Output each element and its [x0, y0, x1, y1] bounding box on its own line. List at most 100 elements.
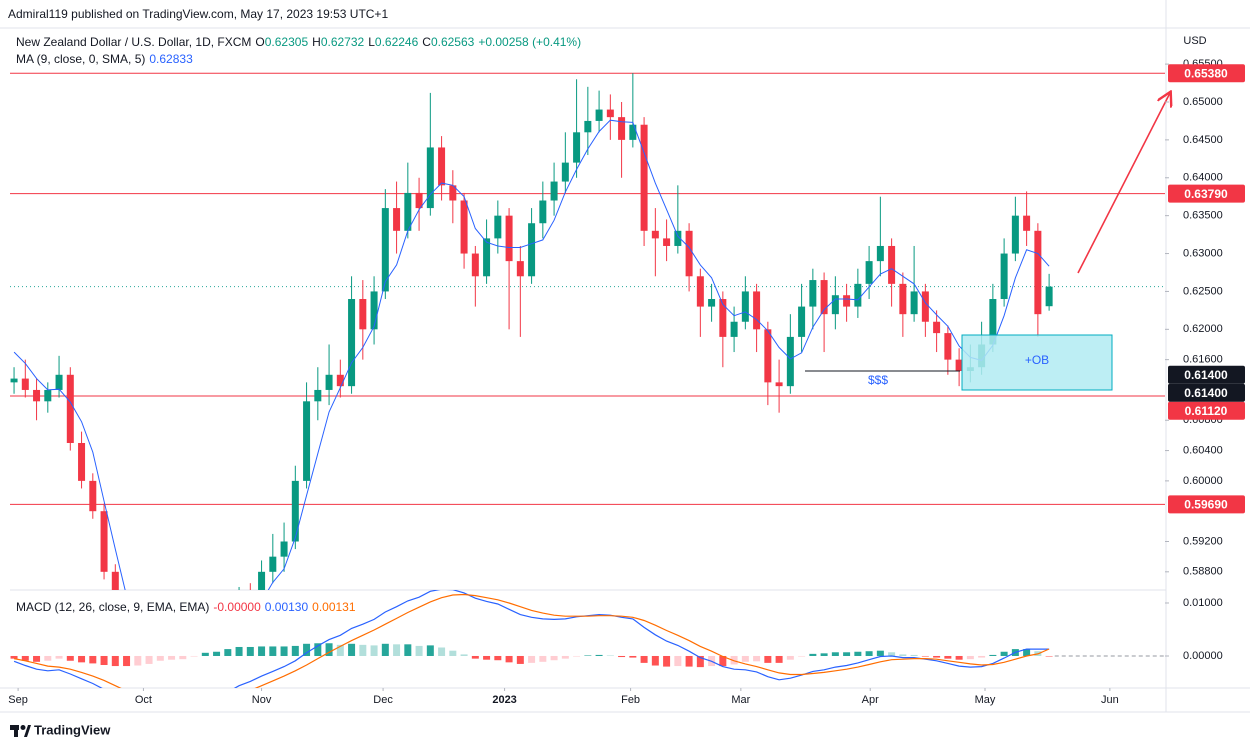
histogram-bar: [393, 644, 401, 656]
histogram-bar: [33, 655, 41, 662]
x-tick-label: Nov: [252, 694, 272, 706]
histogram-bar: [381, 643, 389, 656]
candle-body: [809, 280, 817, 307]
candle-body: [168, 693, 175, 746]
brand: TradingView: [34, 722, 111, 737]
candle-body: [753, 291, 761, 330]
histogram-bar: [933, 655, 941, 658]
order-block-label: +OB: [1025, 353, 1049, 367]
histogram-bar: [618, 655, 626, 658]
histogram-bar: [179, 655, 187, 660]
y-tick-label: 0.60000: [1183, 475, 1223, 487]
histogram-bar: [100, 655, 108, 665]
histogram-bar: [134, 655, 142, 666]
candle-body: [78, 442, 86, 481]
histogram-bar: [280, 646, 288, 656]
candle-body: [111, 571, 119, 590]
candle-body: [775, 382, 783, 387]
histogram-bar: [640, 655, 648, 663]
y-tick-label: 0.00000: [1183, 650, 1223, 662]
histogram-bar: [978, 655, 986, 658]
candle-body: [640, 124, 648, 231]
candle-body: [44, 389, 52, 402]
y-tick-label: 0.63500: [1183, 210, 1223, 222]
y-tick-label: 0.59200: [1183, 535, 1223, 547]
histogram-bar: [303, 643, 311, 656]
candle-body: [899, 283, 907, 315]
candle-body: [955, 359, 963, 372]
ohlc-value: 0.62732: [320, 35, 365, 49]
candle-body: [618, 117, 626, 140]
macd-series-line: [13, 593, 1050, 688]
candle-body: [663, 238, 671, 246]
histogram-bar: [21, 655, 29, 661]
price-badge: [1168, 401, 1245, 420]
candle-body: [291, 480, 299, 542]
histogram-bar: [370, 645, 378, 656]
candle-body: [584, 120, 592, 133]
histogram-bar: [629, 655, 637, 658]
symbol: New Zealand Dollar / U.S. Dollar, 1D, FX…: [16, 35, 252, 49]
candle-body: [224, 632, 231, 693]
candle-body: [460, 200, 468, 254]
candle-body: [33, 389, 41, 402]
ohlc-item: L0.62246: [368, 35, 418, 49]
x-tick-label: Apr: [862, 694, 879, 706]
histogram-bar: [348, 643, 356, 656]
price-badge: [1168, 184, 1245, 203]
histogram-bar: [123, 655, 131, 667]
y-tick-label: 0.64000: [1183, 172, 1223, 184]
candle-body: [651, 230, 659, 239]
histogram-bar: [899, 654, 907, 656]
histogram-bar: [764, 655, 772, 663]
y-tick-label: 0.63000: [1183, 247, 1223, 259]
histogram-bar: [944, 655, 952, 659]
candle-body: [786, 336, 794, 387]
histogram-bar: [404, 644, 412, 656]
histogram-bar: [111, 655, 119, 667]
histogram-bar: [651, 655, 659, 666]
histogram-bar: [831, 652, 839, 656]
histogram-bar: [269, 646, 277, 656]
histogram-bar: [246, 646, 254, 656]
candle-body: [696, 276, 704, 307]
candle-body: [404, 192, 412, 231]
candle-body: [516, 261, 524, 277]
x-tick-label: Feb: [621, 694, 640, 706]
liquidity-label: $$$: [868, 373, 888, 387]
histogram-bar: [190, 655, 198, 657]
histogram-bar: [910, 654, 918, 656]
y-tick-label: 0.62000: [1183, 323, 1223, 335]
histogram-bar: [235, 646, 243, 656]
price-panel: [10, 72, 1165, 746]
histogram-bar: [696, 655, 704, 668]
ohlc-key: C: [422, 35, 431, 49]
candle-body: [1034, 230, 1042, 315]
histogram-bar: [561, 655, 569, 659]
candle-body: [764, 329, 772, 383]
candle-body: [561, 162, 569, 182]
x-tick-label: May: [975, 694, 996, 706]
candle-body: [854, 283, 862, 307]
candle-body: [989, 299, 997, 345]
y-tick-label: 0.62500: [1183, 285, 1223, 297]
candle-body: [708, 299, 716, 307]
candle-body: [1011, 215, 1019, 254]
histogram-bar: [550, 655, 558, 661]
histogram-bar: [921, 655, 929, 657]
price-badge-label: 0.61400: [1184, 368, 1228, 382]
histogram-bar: [528, 655, 536, 663]
ohlc-key: O: [255, 35, 265, 49]
x-tick-label: Oct: [135, 694, 152, 706]
histogram-bar: [888, 652, 896, 656]
candle-body: [606, 109, 614, 118]
y-tick-label: 0.60400: [1183, 444, 1223, 456]
candle-body: [370, 291, 378, 330]
candle-body: [933, 321, 941, 334]
histogram-bar: [359, 644, 367, 656]
candle-body: [595, 109, 603, 121]
ma-line: MA (9, close, 0, SMA, 5) 0.62833: [16, 52, 197, 66]
candle-body: [831, 295, 839, 315]
x-tick-label: 2023: [492, 694, 516, 706]
candle-body: [528, 223, 536, 277]
